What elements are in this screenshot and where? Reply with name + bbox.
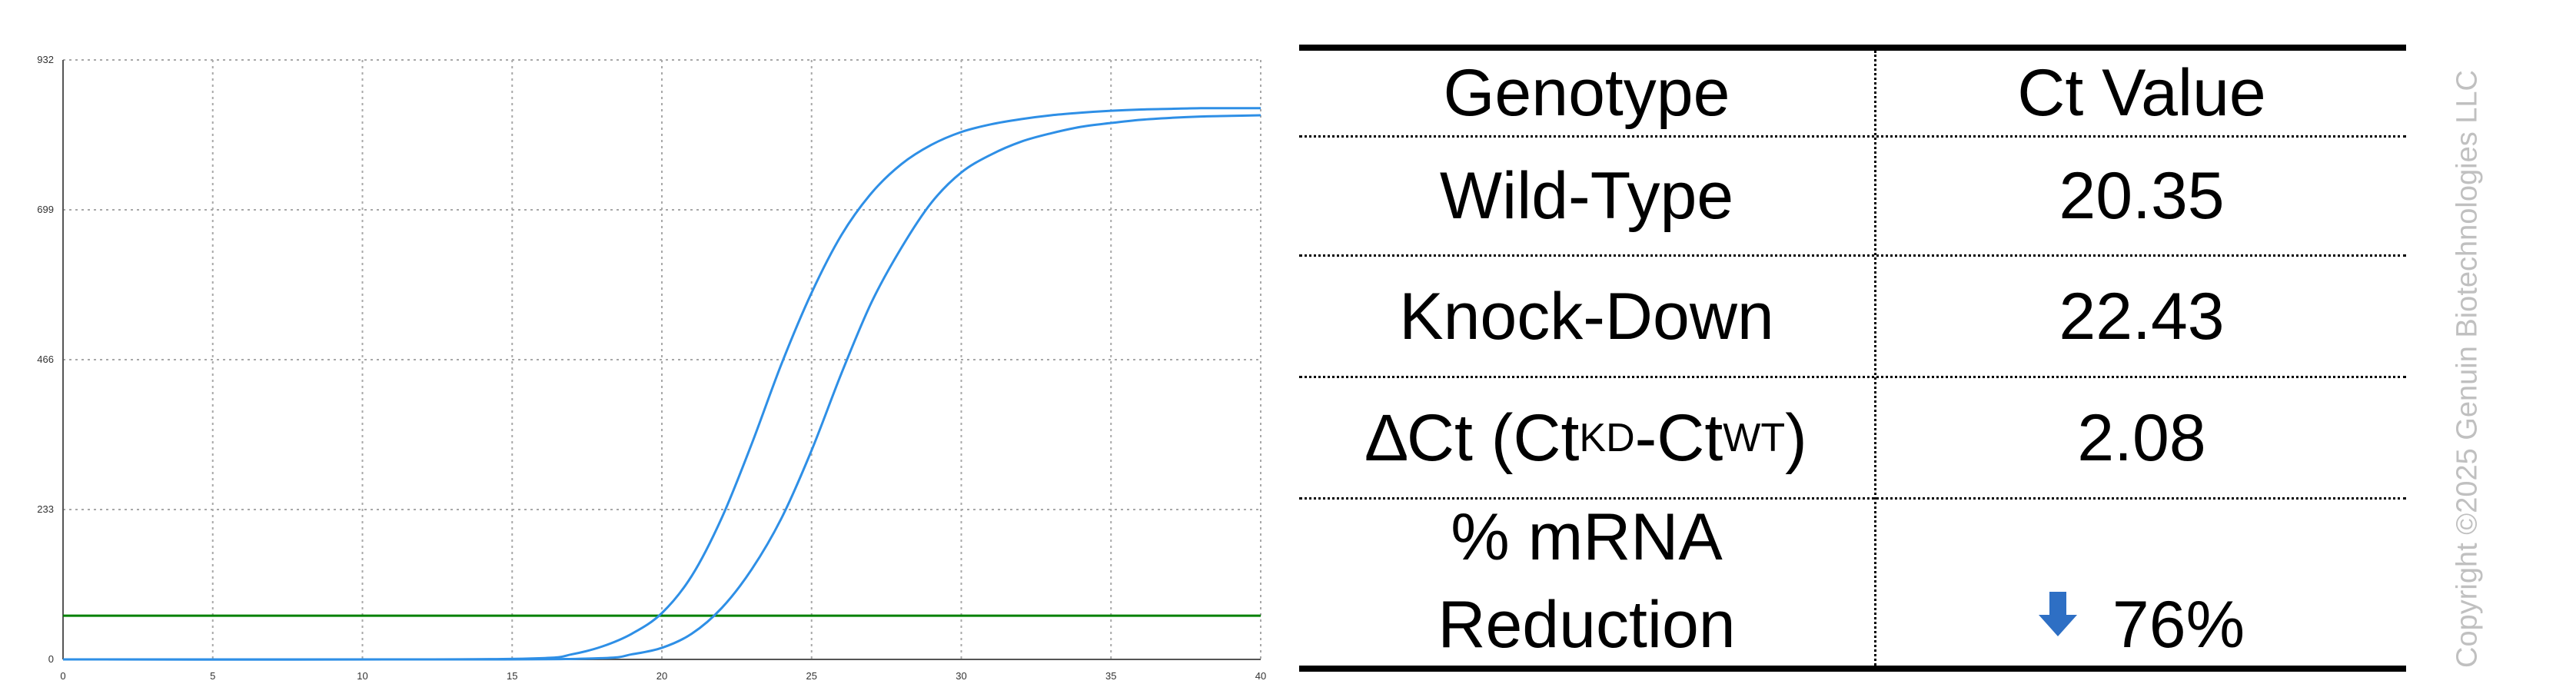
reduction-row: % mRNA Reduction 76% — [1299, 500, 2406, 666]
x-tick-label: 25 — [806, 670, 817, 682]
series-line-2 — [62, 114, 1261, 661]
series-line-1 — [62, 107, 1261, 661]
ct-value-cell: 22.43 — [2059, 279, 2225, 354]
table-header-row: Genotype Ct Value — [1299, 51, 2406, 138]
x-tick-label: 0 — [60, 670, 65, 682]
reduction-label-line2: Reduction — [1438, 588, 1736, 662]
table-row: Knock-Down 22.43 — [1299, 257, 2406, 378]
reduction-label: % mRNA Reduction — [1299, 500, 1874, 666]
y-tick-label: 932 — [37, 54, 54, 65]
reduction-label-line1: % mRNA — [1451, 500, 1723, 574]
reduction-value-cell: 76% — [1877, 500, 2406, 666]
watermark-text: Copyright ©2025 Genuin Biotechnologies L… — [2451, 70, 2484, 668]
table-top-rule — [1299, 45, 2406, 51]
y-tick-label: 0 — [48, 653, 54, 665]
x-tick-label: 10 — [357, 670, 367, 682]
delta-ct-suffix: ) — [1785, 400, 1807, 475]
delta-ct-label: ∆Ct (Ct KD -Ct WT) — [1366, 400, 1807, 475]
amplification-chart: 0 5 10 15 20 25 30 35 40 0 233 466 699 932 — [37, 54, 1266, 682]
y-tick-label: 233 — [37, 503, 54, 515]
y-tick-label: 699 — [37, 204, 54, 215]
delta-ct-prefix: ∆Ct (Ct — [1366, 400, 1580, 475]
delta-ct-row: ∆Ct (Ct KD -Ct WT) 2.08 — [1299, 378, 2406, 500]
x-tick-label: 20 — [656, 670, 667, 682]
table-bottom-rule — [1299, 666, 2406, 672]
x-tick-label: 40 — [1255, 670, 1266, 682]
x-tick-label: 15 — [507, 670, 517, 682]
x-tick-label: 5 — [210, 670, 215, 682]
reduction-value: 76% — [2112, 588, 2245, 662]
delta-ct-mid: -Ct — [1634, 400, 1723, 475]
genotype-cell: Knock-Down — [1399, 279, 1774, 354]
table-row: Wild-Type 20.35 — [1299, 138, 2406, 257]
header-genotype: Genotype — [1443, 56, 1730, 130]
delta-ct-value: 2.08 — [2077, 400, 2206, 475]
table-column-divider — [1874, 51, 1876, 666]
x-tick-label: 35 — [1105, 670, 1116, 682]
header-ct-value: Ct Value — [2017, 56, 2266, 130]
ct-value-cell: 20.35 — [2059, 159, 2225, 233]
x-tick-label: 30 — [956, 670, 966, 682]
genotype-cell: Wild-Type — [1439, 159, 1734, 233]
ct-value-table: Genotype Ct Value Wild-Type 20.35 Knock-… — [1299, 45, 2406, 672]
arrow-down-icon — [2038, 581, 2077, 647]
copyright-watermark: Copyright ©2025 Genuin Biotechnologies L… — [2421, 70, 2514, 668]
y-tick-label: 466 — [37, 354, 54, 365]
